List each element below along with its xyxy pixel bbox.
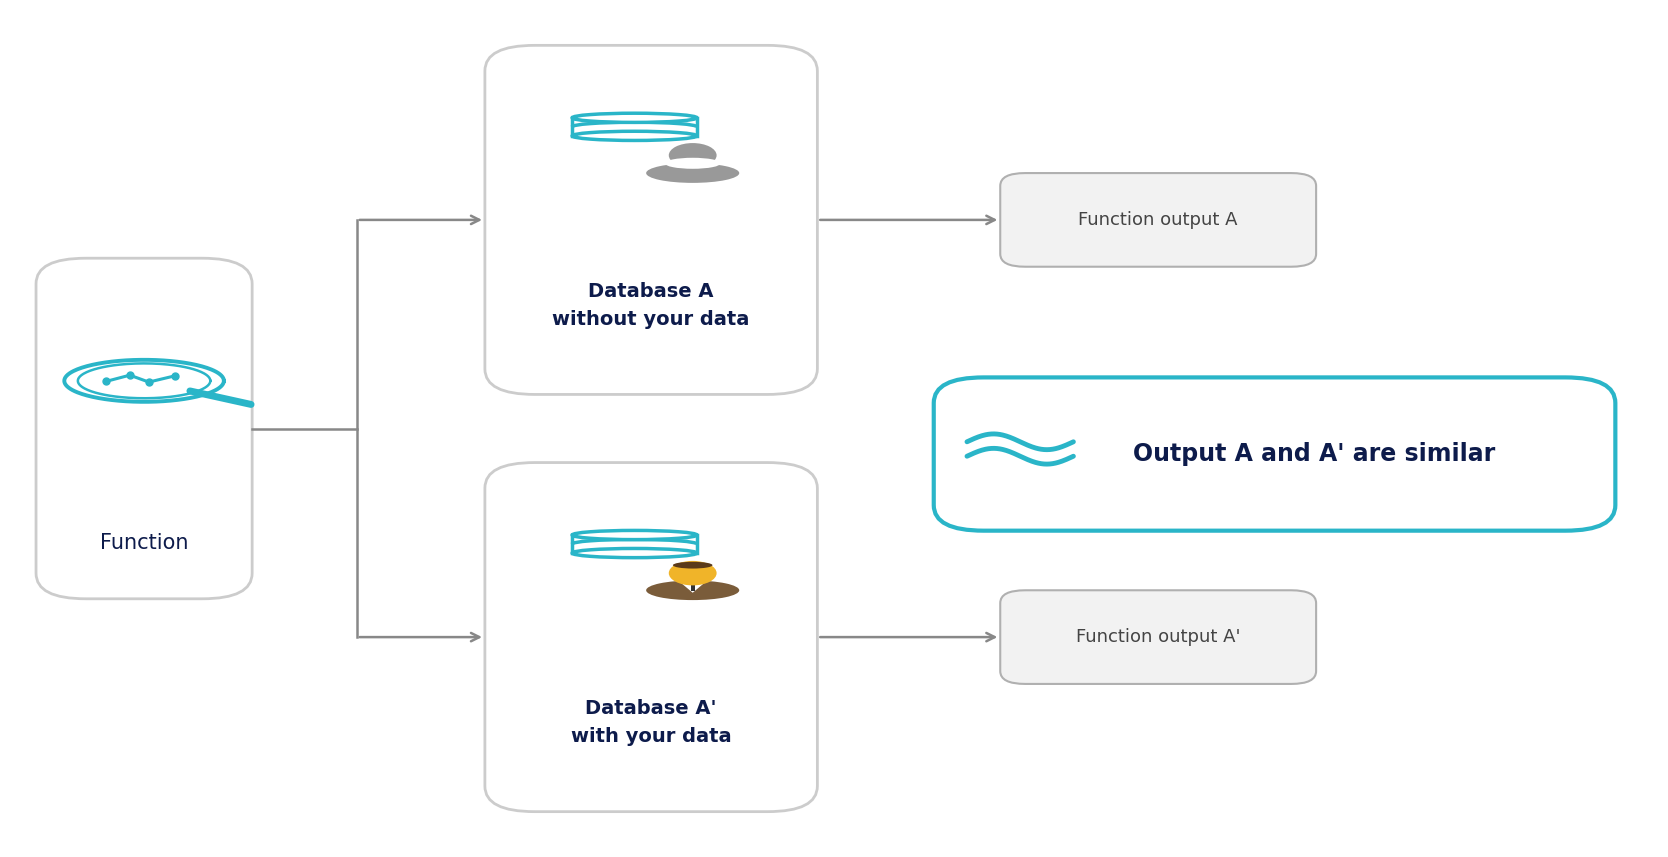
Ellipse shape bbox=[572, 131, 697, 141]
FancyBboxPatch shape bbox=[934, 377, 1615, 530]
FancyBboxPatch shape bbox=[1001, 173, 1316, 267]
Ellipse shape bbox=[666, 158, 721, 169]
Bar bbox=[572, 117, 697, 136]
Text: Database A
without your data: Database A without your data bbox=[552, 282, 751, 328]
Text: Function output A: Function output A bbox=[1079, 211, 1238, 229]
Bar bbox=[572, 535, 697, 553]
FancyBboxPatch shape bbox=[485, 463, 817, 812]
Ellipse shape bbox=[572, 548, 697, 558]
Circle shape bbox=[669, 560, 717, 585]
Ellipse shape bbox=[672, 562, 712, 568]
Circle shape bbox=[669, 143, 717, 168]
Bar bbox=[691, 584, 694, 590]
Text: Function output A': Function output A' bbox=[1076, 628, 1241, 646]
Polygon shape bbox=[681, 583, 704, 593]
Text: Output A and A' are similar: Output A and A' are similar bbox=[1133, 442, 1496, 466]
Ellipse shape bbox=[572, 530, 697, 540]
FancyBboxPatch shape bbox=[37, 258, 252, 599]
Text: Function: Function bbox=[100, 533, 188, 554]
FancyBboxPatch shape bbox=[1001, 590, 1316, 684]
Ellipse shape bbox=[572, 113, 697, 123]
FancyBboxPatch shape bbox=[485, 45, 817, 394]
Ellipse shape bbox=[646, 580, 739, 600]
Text: Database A'
with your data: Database A' with your data bbox=[570, 698, 732, 746]
Ellipse shape bbox=[646, 164, 739, 183]
